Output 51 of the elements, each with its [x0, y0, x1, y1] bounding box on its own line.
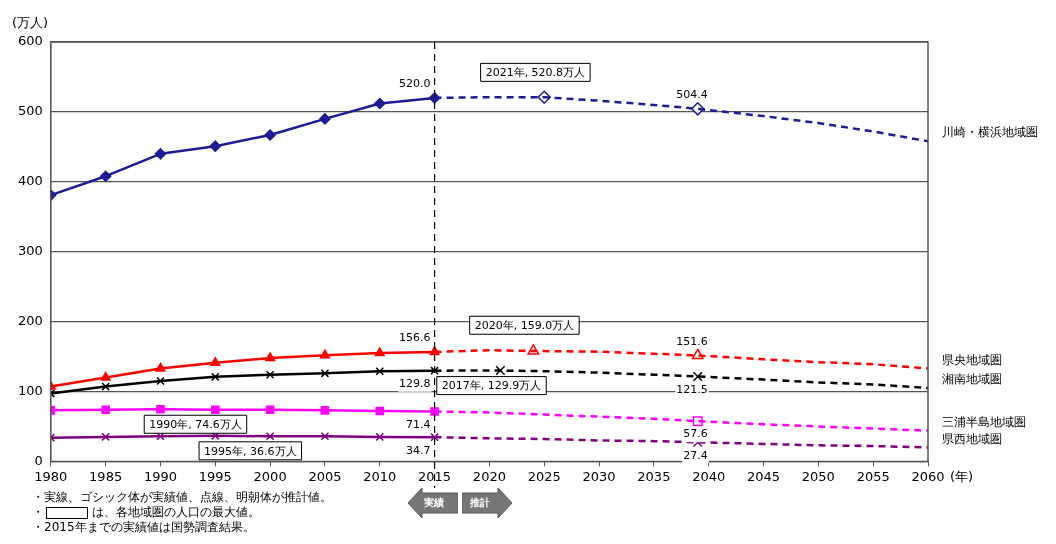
x-tick-label: 1980: [34, 468, 68, 484]
x-tick-label: 2020: [472, 468, 506, 484]
text: ・実線、ゴシック体が実績値、点線、明朝体が推計値。: [32, 490, 332, 504]
x-tick-label: 2040: [692, 468, 726, 484]
data-label: 57.6: [683, 427, 708, 441]
annotation: 2017年, 129.9万人: [441, 379, 542, 393]
x-tick-label: 2050: [801, 468, 835, 484]
y-axis-title: (万人): [12, 14, 49, 30]
x-tick-label: 2005: [308, 468, 342, 484]
y-tick-label: 300: [17, 243, 43, 259]
data-label: 27.4: [683, 448, 708, 462]
annotation: 2020年, 159.0万人: [474, 319, 575, 333]
data-label: 71.4: [406, 417, 431, 431]
data-label: 129.8: [399, 377, 431, 391]
text: ・2015年までの実績値は国勢調査結果。: [32, 520, 255, 534]
y-tick-label: 100: [17, 382, 43, 398]
x-tick-label: 2045: [746, 468, 781, 484]
x-tick-label: 2030: [582, 468, 616, 484]
arrow-icon: 実績: [408, 488, 458, 518]
arrow-icon: 推計: [462, 488, 512, 518]
y-tick-label: 200: [17, 312, 43, 328]
data-label: 520.0: [399, 77, 431, 91]
series-label: 川崎・横浜地域圏: [942, 125, 1038, 140]
text: ・ は、各地域圏の人口の最大値。: [32, 505, 260, 519]
data-label: 121.5: [676, 382, 708, 396]
x-tick-label: 2035: [637, 468, 671, 484]
data-label: 34.7: [406, 443, 431, 457]
data-label: 156.6: [399, 331, 431, 345]
x-tick-label: 2015: [418, 468, 452, 484]
x-tick-label: 2010: [363, 468, 397, 484]
series-label: 三浦半島地域圏: [942, 414, 1026, 429]
x-tick-label: 2000: [253, 468, 287, 484]
data-label: 151.6: [676, 334, 708, 348]
annotation: 1995年, 36.6万人: [204, 444, 297, 458]
x-tick-label: 2060: [911, 468, 945, 484]
data-label: 504.4: [676, 88, 708, 102]
series-label: 県西地域圏: [942, 431, 1002, 446]
y-tick-label: 600: [17, 33, 43, 49]
x-tick-label: 1990: [143, 468, 178, 484]
x-tick-label: 1995: [198, 468, 232, 484]
series-label: 湘南地域圏: [942, 372, 1002, 387]
y-tick-label: 0: [34, 452, 43, 468]
annotation: 2021年, 520.8万人: [485, 66, 586, 80]
x-tick-label: 2025: [527, 468, 561, 484]
x-tick-label: 2055: [856, 468, 890, 484]
x-axis-title: (年): [950, 468, 974, 484]
series-label: 県央地域圏: [942, 352, 1002, 367]
annotation: 1990年, 74.6万人: [149, 418, 242, 432]
y-tick-label: 500: [17, 103, 43, 119]
y-tick-label: 400: [17, 173, 43, 189]
x-tick-label: 1985: [89, 468, 123, 484]
